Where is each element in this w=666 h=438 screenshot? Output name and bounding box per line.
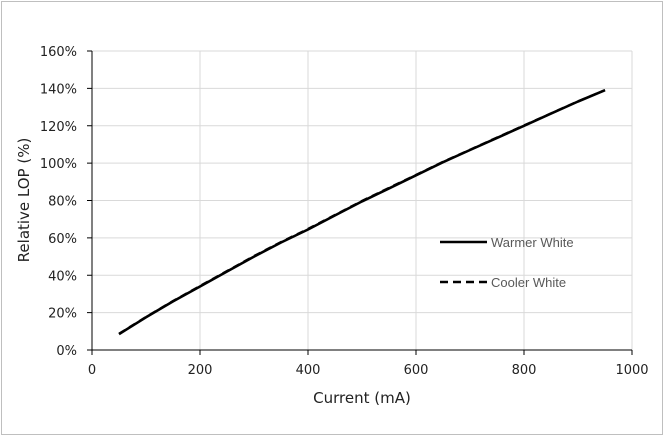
x-tick-label: 400 <box>296 363 321 378</box>
y-tick-label: 40% <box>48 269 77 284</box>
x-axis-title: Current (mA) <box>313 389 411 407</box>
legend-label-cooler-white: Cooler White <box>491 275 566 290</box>
x-tick-label: 600 <box>404 363 429 378</box>
y-tick-label: 120% <box>40 120 77 135</box>
axes <box>87 50 633 355</box>
x-tick-label: 0 <box>88 363 96 378</box>
y-tick-label: 60% <box>48 232 77 247</box>
y-tick-label: 140% <box>40 82 77 97</box>
x-tick-label: 200 <box>188 363 213 378</box>
x-tick-label: 1000 <box>615 363 648 378</box>
y-tick-label: 20% <box>48 307 77 322</box>
legend-label-warmer-white: Warmer White <box>491 235 574 250</box>
y-tick-label: 160% <box>40 45 77 60</box>
y-tick-label: 80% <box>48 195 77 210</box>
warmer-white-line <box>118 89 606 336</box>
y-tick-label: 100% <box>40 157 77 172</box>
x-tick-label: 800 <box>512 363 537 378</box>
y-axis-title: Relative LOP (%) <box>15 138 33 263</box>
cooler-white-line <box>118 89 606 335</box>
legend: Warmer White Cooler White <box>440 235 574 290</box>
tick-labels: 0 200 400 600 800 1000 0% 20% 40% 60% 80% 100% 120% 1… <box>40 45 649 378</box>
y-tick-label: 0% <box>56 344 77 359</box>
series <box>118 89 606 336</box>
